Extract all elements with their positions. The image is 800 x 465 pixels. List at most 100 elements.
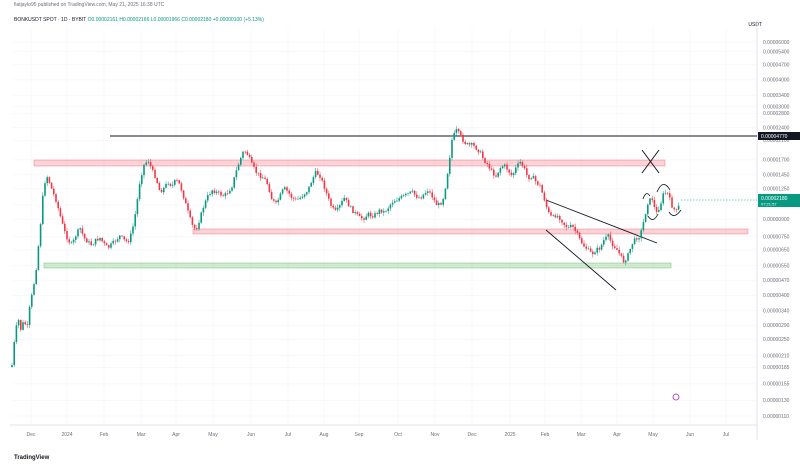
- candle-body: [125, 239, 128, 241]
- x-tick-label: Dec: [27, 432, 36, 438]
- event-marker-icon: [672, 393, 680, 401]
- x-mark-stroke: [641, 149, 660, 174]
- candle-body: [517, 163, 519, 168]
- candle-body: [460, 131, 462, 135]
- candle-body: [334, 207, 337, 210]
- candle-body: [323, 180, 326, 189]
- candle-body: [284, 187, 286, 190]
- y-tick-label: 0.00003400: [763, 93, 790, 99]
- candle-body: [352, 206, 354, 213]
- candle-body: [389, 204, 392, 209]
- price-label-level: 0.00004770: [761, 134, 788, 140]
- candle-body: [669, 193, 671, 198]
- candle-body: [596, 247, 598, 253]
- candle-body: [385, 211, 387, 212]
- candle-body: [631, 244, 634, 249]
- candle-body: [110, 243, 112, 248]
- candle-body: [119, 235, 121, 240]
- candle-body: [611, 240, 614, 247]
- pattern-curve-bottom-left: [647, 213, 659, 220]
- candle-body: [325, 188, 328, 194]
- candle-body: [105, 243, 108, 246]
- candle-body: [255, 166, 257, 173]
- candle-body: [290, 193, 293, 198]
- candle-body: [209, 194, 211, 196]
- y-tick-label: 0.00000250: [763, 337, 790, 343]
- candle-body: [138, 184, 141, 200]
- candle-body: [189, 210, 191, 218]
- support-zone-lower: [43, 262, 672, 269]
- candle-body: [288, 190, 290, 194]
- candle-body: [165, 183, 167, 188]
- candle-body: [383, 211, 385, 213]
- candle-body: [662, 193, 664, 204]
- candle-body: [169, 183, 172, 186]
- candle-body: [433, 197, 436, 201]
- y-tick-label: 0.00001450: [763, 173, 790, 179]
- candle-body: [28, 306, 31, 325]
- support-zone-upper: [192, 228, 749, 235]
- candle-body: [405, 193, 407, 196]
- candle-body: [545, 200, 548, 208]
- candle-body: [143, 164, 145, 176]
- candle-body: [72, 239, 75, 243]
- candle-body: [33, 284, 35, 295]
- candle-body: [653, 199, 656, 208]
- candle-body: [266, 178, 268, 185]
- candle-body: [658, 210, 660, 212]
- candle-body: [145, 162, 147, 165]
- candle-body: [303, 194, 306, 197]
- y-tick-label: 0.00000470: [763, 278, 790, 284]
- candle-body: [253, 162, 255, 167]
- candle-body: [453, 132, 455, 140]
- candle-body: [660, 203, 662, 211]
- ohlc-values: O0.00002161 H0.00002166 L0.00001966 C0.0…: [87, 17, 264, 23]
- candle-body: [515, 167, 517, 174]
- candle-body: [468, 143, 471, 145]
- candle-body: [229, 190, 231, 194]
- candle-body: [402, 195, 405, 196]
- candle-body: [44, 183, 46, 196]
- x-tick-label: Oct: [394, 432, 402, 438]
- candle-body: [400, 195, 403, 199]
- y-tick-label: 0.00000110: [763, 414, 789, 420]
- x-tick-label: Mar: [137, 432, 146, 438]
- candle-body: [499, 168, 502, 173]
- candle-body: [77, 229, 79, 237]
- candle-body: [262, 177, 264, 179]
- candle-body: [627, 253, 629, 261]
- candle-body: [136, 199, 139, 215]
- price-label-level-bg: [758, 132, 800, 140]
- candle-body: [675, 209, 678, 210]
- y-tick-label: 0.00000650: [763, 248, 790, 254]
- price-label-current-bg: [758, 194, 800, 207]
- candle-body: [363, 218, 365, 220]
- candle-body: [486, 162, 488, 165]
- candle-body: [259, 173, 262, 179]
- candle-body: [649, 198, 651, 205]
- candle-body: [39, 224, 42, 247]
- x-tick-label: Aug: [320, 432, 329, 438]
- candle-body: [504, 164, 506, 167]
- candle-body: [220, 191, 222, 196]
- publish-info: fiatjaylo95 published on TradingView.com…: [14, 2, 165, 8]
- y-tick-label: 0.00005400: [763, 50, 790, 56]
- y-tick-label: 0.00000130: [763, 398, 790, 404]
- candle-body: [398, 198, 400, 201]
- candle-body: [495, 175, 497, 177]
- candle-body: [79, 228, 81, 230]
- candle-body: [636, 238, 638, 240]
- candle-body: [15, 325, 18, 342]
- candle-body: [156, 177, 158, 183]
- candle-body: [603, 240, 605, 245]
- y-tick-label: 0.00006000: [763, 40, 790, 46]
- candle-body: [548, 207, 550, 213]
- candle-body: [246, 151, 249, 155]
- candle-body: [279, 193, 282, 200]
- candle-body: [638, 238, 640, 240]
- y-tick-label: 0.00000400: [763, 293, 790, 299]
- candle-body: [583, 243, 585, 247]
- candle-body: [622, 255, 625, 263]
